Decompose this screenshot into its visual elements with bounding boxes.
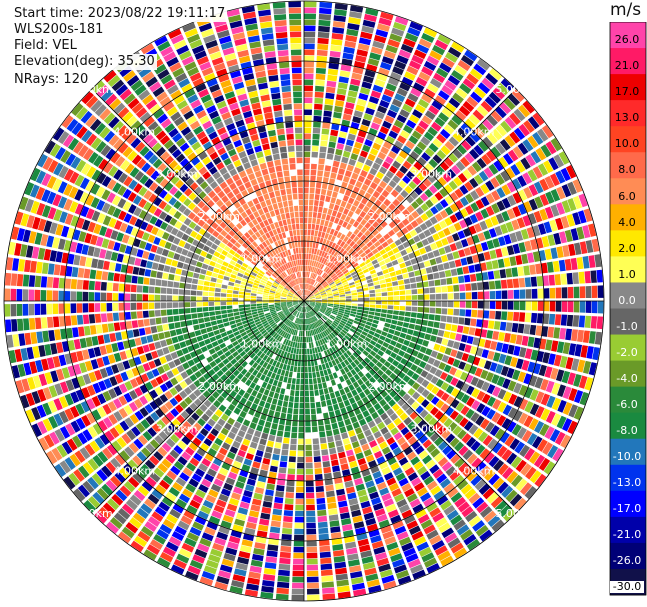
colorbar-tick-label: -26.0 [612,554,642,568]
colorbar-tick-label: 0.0 [618,293,636,307]
ring-label: 3.00km [410,422,452,435]
ring-label: 4.00km [114,465,156,478]
ring-label: 4.00km [453,465,495,478]
colorbar-tick-label: 6.0 [618,189,636,203]
colorbar-tick-label: -10.0 [612,449,642,463]
elevation-label: Elevation(deg): 35.30 [12,54,157,70]
nrays-label: NRays: 120 [12,72,91,88]
ring-label: 3.00km [410,168,452,181]
colorbar-swatch [610,256,646,283]
colorbar-swatch [610,282,646,309]
diagonal-axis-line [95,92,513,510]
colorbar-swatch [610,48,646,75]
colorbar-swatch [610,542,646,570]
colorbar-swatch [610,490,646,518]
colorbar-tick-label: -17.0 [612,502,642,516]
ring-label: 3.00km [156,422,198,435]
start-time-label: Start time: 2023/08/22 19:11:17 [12,6,228,22]
colorbar-swatch [610,100,646,127]
colorbar-tick-label: 21.0 [614,59,640,73]
colorbar-tick-label: 17.0 [614,85,640,99]
colorbar-swatch [610,516,646,544]
ring-label: 5.00km [495,83,537,96]
colorbar [609,22,647,596]
colorbar-tick-label: -2.0 [616,345,638,359]
colorbar-tick-label: 13.0 [614,111,640,125]
colorbar-tick-label: -4.0 [616,371,638,385]
colorbar-tick-label: -8.0 [616,423,638,437]
colorbar-swatch [610,204,646,231]
ring-label: 2.00km [198,380,240,393]
velocity-field [4,1,604,601]
ring-label: 5.00km [495,507,537,520]
ring-label: 2.00km [368,210,410,223]
ring-label: 4.00km [114,125,156,138]
ring-labels: 1.00km 1.00km 1.00km 1.00km 2.00km 2.00km 2.00… [71,83,537,520]
colorbar-swatch [610,360,646,388]
colorbar-tick-label: 2.0 [618,241,636,255]
ring-label: 1.00km [241,337,283,350]
colorbar-swatch [610,412,646,440]
colorbar-swatch [610,126,646,153]
ring-label: 3.00km [156,168,198,181]
colorbar-frame [609,22,647,596]
colorbar-swatch [610,22,646,49]
ring-label: 1.00km [326,253,368,266]
colorbar-tick-label: -13.0 [612,476,642,489]
colorbar-swatch [610,308,646,335]
range-rings [3,0,605,602]
ring-label: 2.00km [198,210,240,223]
colorbar-tick-label: 1.0 [618,267,636,281]
colorbar-swatch [610,178,646,205]
colorbar-tick-label: 10.0 [614,137,640,151]
colorbar-tick-label: -30.0 [610,581,644,594]
colorbar-swatch [610,464,646,492]
ring-label: 1.00km [326,337,368,350]
colorbar-swatch [610,334,646,361]
instrument-label: WLS200s-181 [12,22,106,38]
colorbar-tick-label: 4.0 [618,215,636,229]
colorbar-tick-label: -6.0 [616,397,638,411]
ring-label: 1.00km [241,253,283,266]
colorbar-swatch [610,152,646,179]
colorbar-swatch [610,74,646,101]
colorbar-swatch [610,386,646,414]
ring-label: 4.00km [453,125,495,138]
ring-label: 2.00km [368,380,410,393]
colorbar-tick-label: 26.0 [614,33,640,47]
field-label: Field: VEL [12,38,79,54]
colorbar-tick-label: 8.0 [618,163,636,177]
colorbar-unit-label: m/s [610,0,642,20]
colorbar-swatch [610,230,646,257]
ring-label: 5.00km [71,507,113,520]
colorbar-tick-label: -21.0 [612,528,642,542]
colorbar-swatch [610,438,646,466]
colorbar-tick-label: -1.0 [616,319,638,333]
